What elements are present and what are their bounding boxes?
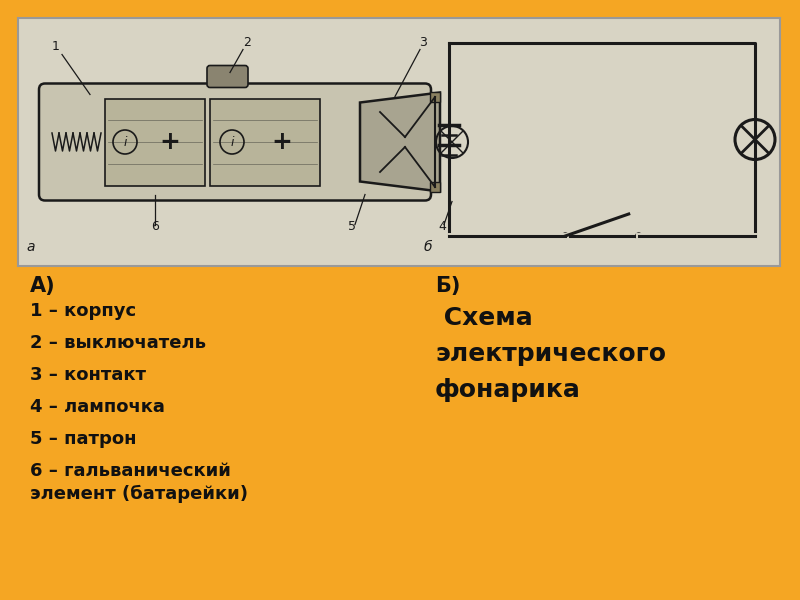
- Text: А): А): [30, 276, 56, 296]
- Text: 2 – выключатель: 2 – выключатель: [30, 334, 206, 352]
- Bar: [430, 92, 440, 102]
- Polygon shape: [360, 92, 440, 191]
- Text: 3: 3: [419, 37, 427, 49]
- Text: а: а: [26, 240, 34, 254]
- Text: 4: 4: [438, 220, 446, 232]
- Text: Б): Б): [435, 276, 460, 296]
- Text: 5 – патрон: 5 – патрон: [30, 430, 137, 448]
- Text: б: б: [424, 240, 433, 254]
- Text: 1 – корпус: 1 – корпус: [30, 302, 136, 320]
- Text: 4 – лампочка: 4 – лампочка: [30, 398, 165, 416]
- Text: фонарика: фонарика: [435, 378, 581, 402]
- Text: 6 – гальванический
элемент (батарейки): 6 – гальванический элемент (батарейки): [30, 462, 248, 503]
- Text: 2: 2: [243, 37, 251, 49]
- Text: 6: 6: [151, 220, 159, 232]
- FancyBboxPatch shape: [207, 65, 248, 88]
- Bar: [210, 98, 320, 185]
- Text: +: +: [159, 130, 181, 154]
- Circle shape: [636, 233, 642, 239]
- Bar: [105, 98, 205, 185]
- Text: i: i: [230, 136, 234, 148]
- Text: +: +: [271, 130, 293, 154]
- Text: 1: 1: [52, 40, 60, 53]
- Bar: [18, 18, 780, 266]
- Text: i: i: [123, 136, 126, 148]
- Text: Схема: Схема: [435, 306, 533, 330]
- Text: 5: 5: [348, 220, 356, 232]
- Circle shape: [562, 233, 568, 239]
- Text: электрического: электрического: [435, 342, 666, 366]
- Text: 3 – контакт: 3 – контакт: [30, 366, 146, 384]
- FancyBboxPatch shape: [39, 83, 431, 200]
- Bar: [430, 182, 440, 192]
